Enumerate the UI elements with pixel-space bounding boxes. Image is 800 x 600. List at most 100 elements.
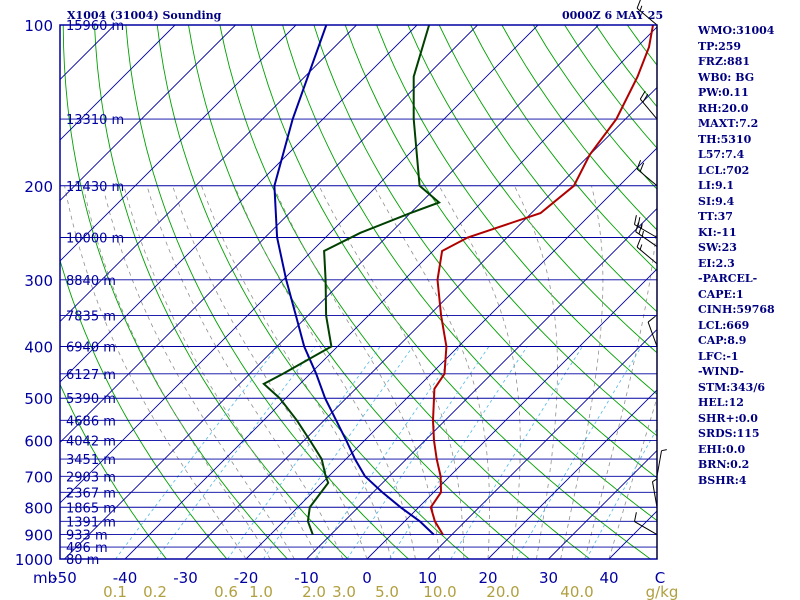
temp-tick-label: 0 (362, 569, 372, 587)
mixing-ratio-label: g/kg (646, 583, 679, 600)
moist-adiabat (438, 185, 521, 559)
isotherm (60, 25, 176, 141)
stat-item: SI:9.4 (698, 194, 735, 208)
stat-item: LFC:-1 (698, 349, 739, 363)
wind-barb-staff (656, 450, 663, 477)
station-title: X1004 (31004) Sounding (67, 9, 222, 22)
pressure-label: 900 (24, 527, 53, 545)
mixing-ratio-line (450, 346, 583, 559)
isotherm (60, 25, 297, 262)
wind-barb (639, 90, 658, 120)
height-label: 4042 m (66, 435, 116, 450)
pressure-label: 600 (24, 433, 53, 451)
pressure-label: 1000 (15, 551, 53, 569)
wind-barbs (633, 0, 667, 535)
wind-barb-staff (635, 231, 658, 248)
mixing-ratio-label: 20.0 (486, 583, 519, 600)
mixing-ratio-lines (115, 346, 657, 559)
wind-barb (635, 222, 658, 248)
moist-adiabat (102, 185, 295, 559)
wind-barb (656, 449, 667, 477)
moist-adiabat (318, 185, 465, 559)
temp-tick-label: 20 (478, 569, 497, 587)
height-label: 933 m (66, 529, 108, 544)
stat-item: CAP:8.9 (698, 334, 747, 347)
isotherm (64, 25, 599, 559)
dry-adiabat (125, 25, 409, 559)
pressure-label: 500 (24, 390, 53, 408)
height-label: 8840 m (66, 274, 116, 289)
wind-barb (636, 238, 658, 265)
mixing-ratio-line (389, 346, 528, 559)
dry-adiabat (784, 25, 800, 559)
height-label: 2903 m (66, 470, 116, 485)
stat-item: RH:20.0 (698, 101, 749, 115)
mixing-ratio-label: 1.0 (249, 583, 273, 600)
moist-adiabat (373, 185, 490, 559)
stat-item: TH:5310 (698, 132, 752, 146)
moist-adiabat (560, 185, 604, 559)
stat-item: -PARCEL- (698, 272, 758, 285)
mixing-ratio-label: 10.0 (423, 583, 456, 600)
temp-tick-label: -30 (173, 569, 198, 587)
isotherm (306, 207, 657, 559)
stat-item: CINH:59768 (698, 303, 775, 316)
dewpoint-profile-line (262, 25, 442, 535)
height-label: 496 m (66, 541, 108, 556)
wind-barb-flag (642, 93, 649, 103)
wind-barb-half-flag (661, 449, 667, 452)
stat-item: WB0: BG (698, 70, 755, 84)
mixing-ratio-line (227, 346, 381, 559)
temp-tick-label: 40 (599, 569, 618, 587)
stat-item: MAXT:7.2 (698, 117, 759, 130)
moist-adiabat (584, 219, 657, 559)
wind-barb-flag (638, 224, 643, 235)
isotherm (60, 25, 478, 444)
mixing-ratio-label: 40.0 (560, 583, 593, 600)
stat-item: TP:259 (698, 39, 742, 53)
height-label: 80 m (66, 553, 99, 568)
height-label: 5390 m (66, 392, 116, 407)
isotherm (124, 26, 657, 559)
stat-item: SW:23 (698, 241, 737, 254)
pressure-label: 100 (24, 17, 53, 35)
wind-barb-flag (639, 162, 645, 172)
height-label: 7835 m (66, 310, 116, 325)
stat-item: BRN:0.2 (698, 458, 750, 471)
stat-item: SRDS:115 (698, 427, 760, 440)
isotherm (487, 389, 657, 559)
height-label: 1865 m (66, 501, 116, 516)
stat-item: PW:0.11 (698, 86, 749, 99)
wind-barb-flag (635, 222, 639, 232)
wind-barb-staff (636, 246, 658, 265)
isotherm (60, 25, 539, 504)
wind-barb (633, 215, 658, 238)
moist-adiabat (123, 185, 319, 559)
wind-barb-flag (636, 238, 642, 248)
stat-item: L57:7.4 (698, 148, 745, 161)
x-unit-label: mb (33, 569, 57, 587)
isotherm (185, 86, 657, 559)
wind-barb-half-flag (641, 230, 644, 237)
mixing-ratio-label: 0.2 (143, 583, 167, 600)
moist-adiabat (272, 185, 440, 559)
stat-item: LCL:702 (698, 163, 750, 177)
profiles (262, 25, 654, 536)
wind-barb (647, 315, 658, 347)
temp-tick-label: -40 (113, 569, 138, 587)
mixing-ratio-line (346, 346, 490, 559)
stat-item: EHI:0.0 (698, 442, 746, 456)
moist-adiabat (82, 185, 271, 559)
mixing-ratio-label: 0.6 (214, 583, 238, 600)
pressure-label: 700 (24, 468, 53, 486)
isotherm (60, 25, 418, 383)
stat-item: LCL:669 (698, 318, 750, 332)
temp-tick-label: -50 (52, 569, 77, 587)
wind-barb-staff (639, 98, 658, 120)
valid-time: 0000Z 6 MAY 25 (562, 9, 664, 22)
stat-item: CAPE:1 (698, 287, 744, 301)
height-label: 3451 m (66, 453, 116, 468)
parcel-profile-line (273, 25, 435, 536)
wind-barb (636, 0, 658, 26)
